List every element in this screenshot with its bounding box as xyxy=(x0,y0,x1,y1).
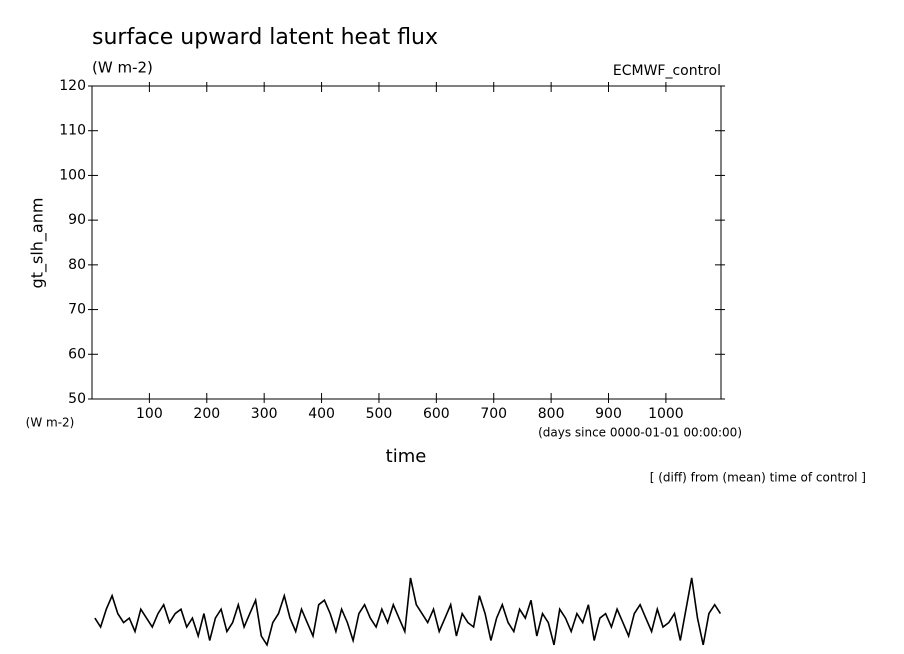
data-line xyxy=(94,577,722,647)
y-tick-label: 110 xyxy=(59,123,86,139)
y-tick-label: 80 xyxy=(68,257,86,273)
chart-title: surface upward latent heat flux xyxy=(92,25,438,50)
y-tick-label: 60 xyxy=(68,346,86,362)
x-tick-label: 100 xyxy=(136,406,163,422)
annotation: ECMWF_control xyxy=(613,63,721,79)
x-units: (days since 0000-01-01 00:00:00) xyxy=(538,426,742,440)
x-axis-label: time xyxy=(386,446,427,467)
y-tick-label: 100 xyxy=(59,167,86,183)
y-units: (W m-2) xyxy=(26,416,75,430)
y-axis-label: gt_slh_anm xyxy=(28,198,48,289)
x-tick-label: 200 xyxy=(193,406,220,422)
x-tick-label: 700 xyxy=(480,406,507,422)
y-tick-label: 50 xyxy=(68,391,86,407)
note: [ (diff) from (mean) time of control ] xyxy=(650,471,866,485)
y-tick-label: 90 xyxy=(68,212,86,228)
plot-frame xyxy=(91,85,722,400)
x-tick-label: 800 xyxy=(538,406,565,422)
y-tick-label: 70 xyxy=(68,302,86,318)
chart-subtitle: (W m-2) xyxy=(92,59,153,77)
x-tick-label: 1000 xyxy=(648,406,684,422)
x-tick-label: 500 xyxy=(366,406,393,422)
x-tick-label: 300 xyxy=(251,406,278,422)
x-tick-label: 400 xyxy=(308,406,335,422)
x-tick-label: 900 xyxy=(595,406,622,422)
y-tick-label: 120 xyxy=(59,78,86,94)
x-tick-label: 600 xyxy=(423,406,450,422)
